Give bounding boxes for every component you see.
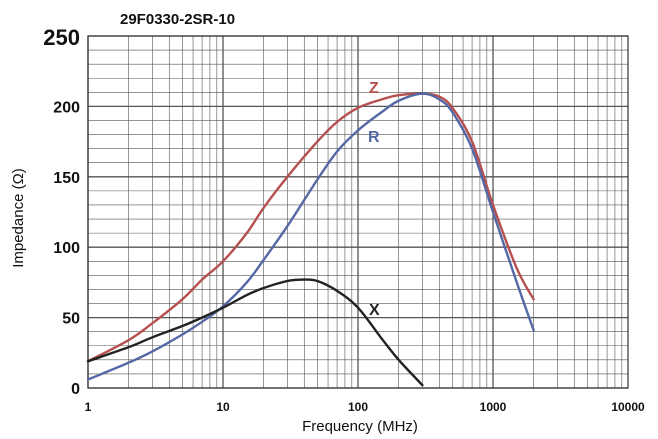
series-label-z: Z [369,80,379,97]
y-tick-label: 250 [43,25,80,50]
x-tick-labels: 1 10 100 1000 10000 [85,400,645,414]
chart-title: 29F0330-2SR-10 [120,11,235,28]
series-layer [86,92,535,387]
x-tick-label: 10000 [611,400,645,414]
y-tick-labels: 0 50 100 150 200 250 [43,25,80,398]
y-tick-label: 50 [62,311,80,328]
x-tick-label: 1 [85,400,92,414]
y-tick-label: 150 [53,170,80,187]
plot-frame [87,35,629,389]
series-label-x: X [369,302,380,319]
series-line-z [86,92,535,363]
y-tick-label: 200 [53,99,80,116]
x-tick-label: 1000 [480,400,507,414]
y-tick-label: 100 [53,240,80,257]
x-axis-label: Frequency (MHz) [302,418,418,435]
y-tick-label: 0 [71,381,80,398]
series-line-r [86,92,535,381]
x-tick-label: 10 [216,400,230,414]
series-label-r: R [368,129,380,146]
series-line-x [86,278,424,387]
y-axis-label: Impedance (Ω) [10,168,27,268]
x-tick-label: 100 [348,400,368,414]
